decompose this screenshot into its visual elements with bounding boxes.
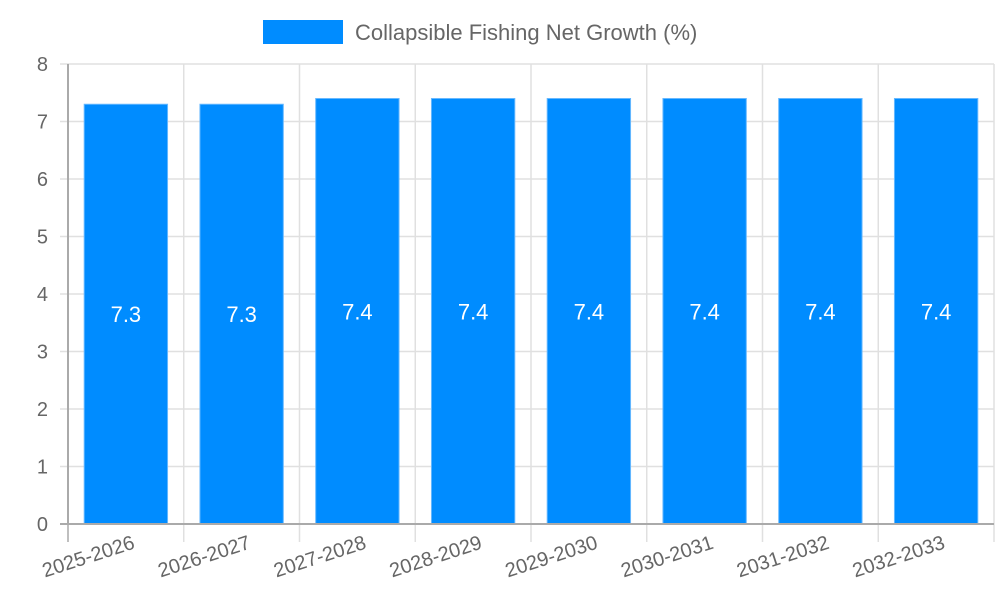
bar-value-label: 7.3 (111, 302, 142, 327)
legend[interactable]: Collapsible Fishing Net Growth (%) (263, 20, 697, 45)
y-tick-label: 7 (37, 112, 48, 134)
bar-value-label: 7.4 (342, 299, 373, 324)
legend-swatch (263, 20, 343, 44)
bar-value-label: 7.4 (689, 299, 720, 324)
y-tick-label: 5 (37, 227, 48, 249)
bar[interactable] (430, 98, 516, 525)
bar[interactable] (662, 98, 747, 525)
x-tick-label: 2025-2026 (40, 532, 138, 582)
x-tick-label: 2026-2027 (155, 532, 253, 582)
y-tick-label: 0 (37, 514, 48, 536)
y-tick-label: 4 (37, 284, 48, 306)
x-tick-label: 2032-2033 (850, 532, 948, 582)
bar-value-label: 7.3 (226, 302, 257, 327)
bar[interactable] (546, 98, 632, 525)
x-tick-label: 2029-2030 (503, 532, 601, 582)
bar[interactable] (83, 103, 169, 525)
y-tick-label: 8 (37, 54, 48, 76)
y-axis: 0 1 2 3 4 5 6 7 8 (37, 54, 69, 536)
legend-label: Collapsible Fishing Net Growth (%) (355, 20, 697, 45)
bar-value-label: 7.4 (921, 299, 952, 324)
y-tick-label: 6 (37, 169, 48, 191)
x-tick-label: 2031-2032 (734, 532, 832, 582)
x-axis: 2025-2026 2026-2027 2027-2028 2028-2029 2029… (40, 523, 994, 582)
y-tick-label: 2 (37, 399, 48, 421)
x-tick-label: 2030-2031 (618, 532, 716, 582)
bar-value-label: 7.4 (458, 299, 489, 324)
bar-value-label: 7.4 (805, 299, 836, 324)
y-tick-label: 1 (37, 457, 48, 479)
y-tick-label: 3 (37, 342, 48, 364)
bar[interactable] (778, 98, 863, 525)
x-tick-label: 2027-2028 (271, 532, 369, 582)
bars: 7.3 7.3 7.4 7.4 7.4 7.4 7.4 7.4 (83, 98, 979, 525)
x-tick-label: 2028-2029 (387, 532, 485, 582)
bar-value-label: 7.4 (574, 299, 605, 324)
